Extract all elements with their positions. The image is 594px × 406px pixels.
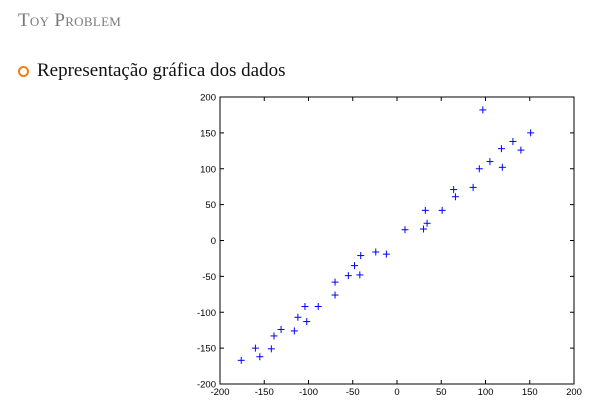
data-point [357,252,365,260]
x-axis-ticks: -200 -150 -100 -50 0 50 100 150 200 [210,97,582,398]
data-point [479,106,487,114]
plot-frame [219,96,575,385]
y-tick-label: 150 [200,128,216,139]
x-tick-label: -150 [255,387,274,398]
data-point [356,271,364,279]
data-point [256,353,264,361]
y-axis-ticks: -200 -150 -100 -50 0 50 100 150 200 [197,93,574,391]
data-point [469,183,477,191]
y-tick-label: 200 [200,93,216,104]
data-point [527,129,535,137]
data-point [372,248,380,256]
x-tick-label: 100 [478,387,494,398]
chart-axes [219,96,575,385]
x-tick-label: 50 [436,387,447,398]
data-point [331,278,339,286]
bullet-item: Representação gráfica dos dados [18,60,285,82]
y-tick-label: -200 [197,380,216,391]
data-point [237,356,245,364]
x-tick-label: -200 [210,387,229,398]
data-point [450,186,458,194]
x-tick-label: 150 [522,387,538,398]
x-tick-label: -100 [299,387,318,398]
slide-title: Toy Problem [18,10,122,31]
data-point [301,303,309,311]
data-point [438,206,446,214]
data-point [401,226,409,234]
data-point [423,219,431,227]
data-point [420,225,428,233]
data-point [475,165,483,173]
data-point [497,145,505,153]
y-tick-label: -50 [202,272,216,283]
data-point [314,303,322,311]
data-point [382,250,390,258]
data-point [486,158,494,166]
data-point [270,332,278,340]
y-tick-label: 50 [205,200,216,211]
data-point [331,291,339,299]
data-point [267,345,275,353]
bullet-text: Representação gráfica dos dados [37,60,286,81]
data-point [509,137,517,145]
data-point [277,325,285,333]
data-point [498,163,506,171]
data-point [344,272,352,280]
x-tick-label: 200 [566,387,582,398]
data-point [517,146,525,154]
x-tick-label: -50 [346,387,360,398]
data-point [290,327,298,335]
y-tick-label: 100 [200,164,216,175]
data-point [351,262,359,270]
bullet-circle-icon [18,66,29,77]
x-tick-label: 0 [394,387,399,398]
data-point [451,193,459,201]
data-point [251,344,259,352]
y-tick-label: 0 [211,236,216,247]
data-point [303,318,311,326]
data-point [421,206,429,214]
y-tick-label: -150 [197,344,216,355]
y-tick-label: -100 [197,308,216,319]
data-point [294,313,302,321]
data-points [237,106,535,364]
